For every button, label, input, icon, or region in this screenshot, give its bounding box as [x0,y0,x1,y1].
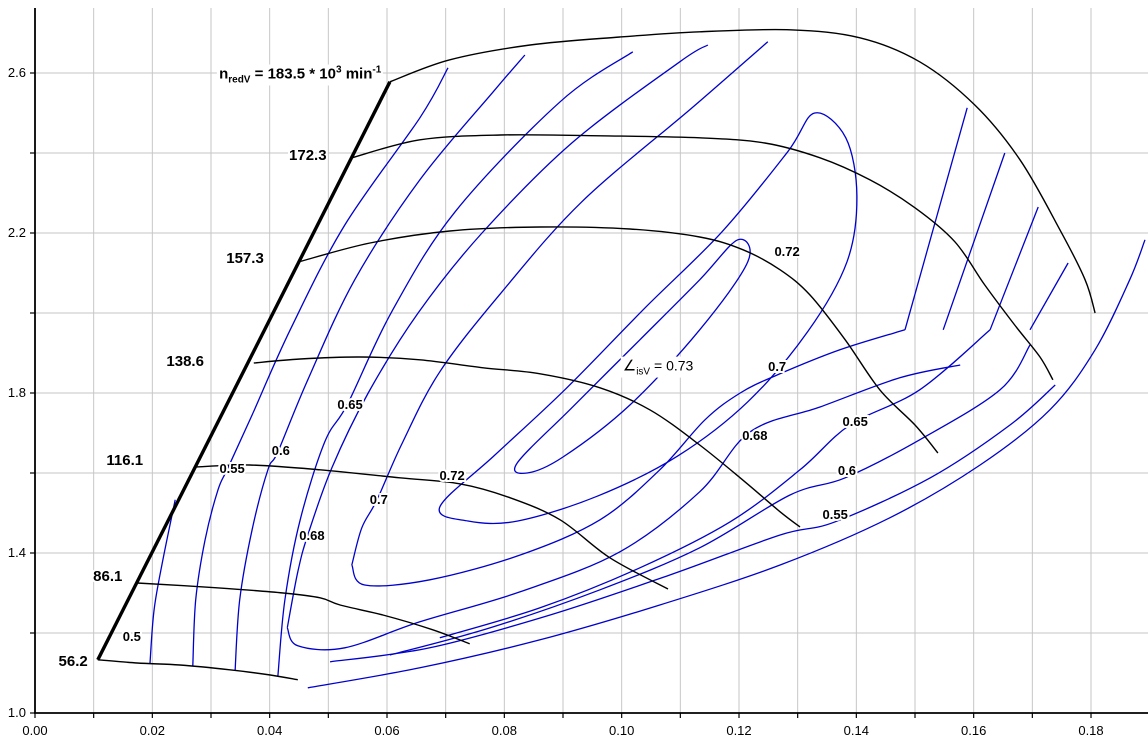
efficiency-contour-0.65 [277,51,634,676]
efficiency-contour-0.68 [286,44,709,628]
surge-line [96,81,392,661]
efficiency-contour-0.72 [438,112,858,525]
x-tick-label: 0.18 [1078,723,1103,738]
speed-annotation: nredV = 183.5 * 103 min-1 [217,64,384,86]
efficiency-contour-0.7 [351,329,906,587]
x-tick-label: 0.14 [844,723,869,738]
efficiency-label-0.68: 0.68 [299,528,324,543]
x-tick-label: 0.10 [609,723,634,738]
speed-label-157.3: 157.3 [226,250,264,267]
efficiency-contour-0.55 [192,67,449,666]
efficiency-contour-0.65 [989,206,1039,331]
efficiency-contour-0.73 [513,238,751,475]
eta-symbol: ∠ [622,357,637,375]
efficiency-label-0.6: 0.6 [838,463,856,478]
efficiency-label-0.7: 0.7 [370,492,388,507]
speed-label-138.6: 138.6 [166,353,204,370]
x-tick-label: 0.16 [961,723,986,738]
speed-line-157.3 [298,226,939,454]
x-tick-label: 0.02 [140,723,165,738]
speed-annotation-unit-exponent: -1 [372,64,382,76]
speed-line-116.1 [195,464,669,590]
speed-line-138.6 [253,356,801,528]
efficiency-label-0.6: 0.6 [272,443,290,458]
efficiency-label-0.55: 0.55 [823,507,848,522]
efficiency-contour-0.7 [904,107,968,330]
x-tick-label: 0.06 [374,723,399,738]
efficiency-label-0.68: 0.68 [742,428,767,443]
eta-annotation-subscript: isV [636,366,651,378]
y-tick-label: 1.0 [8,705,26,720]
speed-label-172.3: 172.3 [289,147,327,164]
efficiency-contour-0.5 [307,239,1146,689]
y-tick-label: 1.4 [8,545,26,560]
efficiency-contour-0.68 [286,364,961,651]
efficiency-contour-0.7 [351,41,769,566]
x-tick-label: 0.00 [22,723,47,738]
efficiency-contour-0.5 [149,499,176,664]
efficiency-contour-0.55 [330,384,1056,663]
x-tick-label: 0.08 [492,723,517,738]
x-tick-label: 0.04 [257,723,282,738]
eta-annotation-value: = 0.73 [650,357,694,374]
efficiency-contour-0.68 [942,152,1006,331]
speed-label-116.1: 116.1 [106,452,143,469]
speed-label-86.1: 86.1 [93,568,122,585]
speed-label-56.2: 56.2 [59,653,88,670]
speed-annotation-symbol: n [219,65,229,83]
efficiency-contour-0.6 [234,54,526,672]
efficiency-label-0.65: 0.65 [843,414,868,429]
speed-line-56.2 [97,659,298,681]
speed-annotation-value: = 183.5 * 10 [250,65,336,83]
y-tick-label: 2.6 [8,65,26,80]
efficiency-contour-0.6 [1029,262,1069,331]
speed-line-172.3 [351,134,1054,381]
speed-annotation-subscript: redV [228,74,251,86]
efficiency-contour-0.6 [389,344,1031,656]
y-tick-label: 1.8 [8,385,26,400]
speed-line-183.5 [389,28,1096,314]
efficiency-label-0.65: 0.65 [337,397,362,412]
efficiency-label-0.5: 0.5 [123,629,141,644]
efficiency-annotation: ∠isV = 0.73 [620,356,696,378]
efficiency-label-0.72: 0.72 [774,244,799,259]
speed-annotation-exponent: 3 [335,64,342,76]
y-tick-label: 2.2 [8,225,26,240]
efficiency-label-0.72: 0.72 [439,468,464,483]
efficiency-label-0.7: 0.7 [768,359,786,374]
efficiency-label-0.55: 0.55 [219,461,244,476]
speed-annotation-unit: min [341,65,373,83]
x-tick-label: 0.12 [726,723,751,738]
efficiency-contour-0.65 [439,329,991,639]
speed-line-86.1 [137,582,470,645]
